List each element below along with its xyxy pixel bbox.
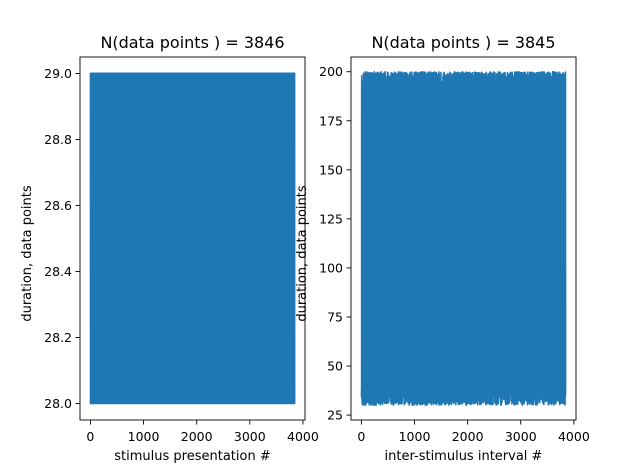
x-tick-label: 2000	[452, 429, 484, 444]
subplot-2: 0 1000 2000 3000 4000 25 50 75 100 125 150 175 200 N(…	[295, 33, 590, 464]
x-tick-label: 1000	[128, 429, 160, 444]
x-tick-label: 2000	[181, 429, 213, 444]
y-tick-label: 28.6	[44, 198, 72, 213]
subplot-1: 0 1000 2000 3000 4000 28.0 28.2 28.4 28.6 28.8 29.…	[20, 33, 319, 464]
y-axis-label: duration, data points	[20, 185, 35, 322]
axes-frame	[350, 56, 577, 421]
x-tick-label: 1000	[399, 429, 431, 444]
y-tick-label: 25	[327, 408, 343, 423]
x-tick-label: 0	[357, 429, 365, 444]
axes-frame	[79, 56, 306, 421]
y-tick-label: 100	[319, 260, 343, 275]
y-tick-label: 28.4	[44, 264, 72, 279]
y-tick-label: 28.0	[44, 396, 72, 411]
x-axis-label: stimulus presentation #	[114, 449, 270, 464]
data-series-1	[89, 72, 296, 405]
data-series-1	[360, 70, 567, 407]
y-axis-label: duration, data points	[295, 185, 310, 322]
x-tick-label: 0	[86, 429, 94, 444]
y-tick-label: 75	[327, 309, 343, 324]
y-tick-label: 29.0	[44, 66, 72, 81]
chart-title: N(data points ) = 3846	[100, 33, 284, 52]
x-tick-label: 4000	[558, 429, 590, 444]
y-tick-label: 28.8	[44, 132, 72, 147]
x-tick-label: 4000	[287, 429, 319, 444]
y-tick-label: 175	[319, 113, 343, 128]
x-tick-label: 3000	[234, 429, 266, 444]
x-tick-label: 3000	[505, 429, 537, 444]
x-axis-label: inter-stimulus interval #	[385, 449, 543, 464]
y-tick-label: 28.2	[44, 330, 72, 345]
y-tick-label: 200	[319, 64, 343, 79]
y-tick-label: 150	[319, 162, 343, 177]
y-tick-label: 125	[319, 211, 343, 226]
y-tick-label: 50	[327, 359, 343, 374]
chart-title: N(data points ) = 3845	[371, 33, 555, 52]
